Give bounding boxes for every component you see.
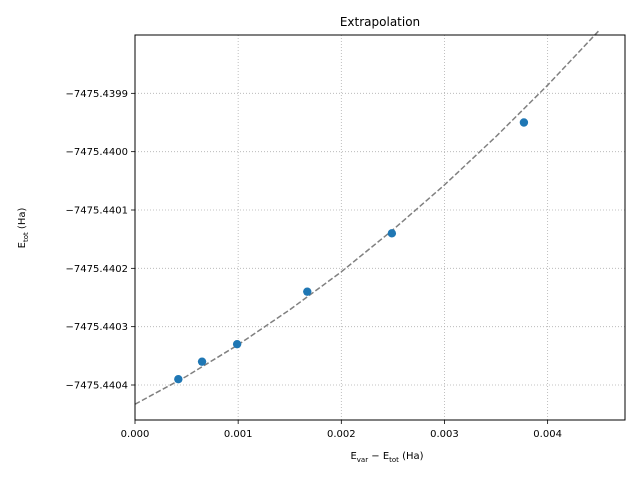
x-label-sub2: tot [389, 456, 399, 464]
x-label-unit: (Ha) [399, 451, 424, 462]
y-axis-ticks: −7475.4404 −7475.4403 −7475.4402 −7475.4401… [66, 89, 135, 392]
x-tick-label: 0.000 [121, 429, 150, 440]
y-tick-label: −7475.4399 [66, 89, 128, 100]
y-tick-label: −7475.4401 [66, 206, 128, 217]
data-point [519, 118, 529, 127]
chart-title: Extrapolation [340, 15, 420, 29]
x-axis-label: Evar − Etot (Ha) [350, 451, 423, 464]
x-tick-label: 0.004 [533, 429, 562, 440]
x-label-sub1: var [357, 456, 368, 464]
y-axis-label: Etot (Ha) [17, 208, 30, 249]
y-label-unit: (Ha) [17, 208, 28, 233]
y-tick-label: −7475.4403 [66, 322, 128, 333]
data-point [232, 339, 242, 349]
x-tick-label: 0.003 [430, 429, 459, 440]
grid [134, 35, 625, 420]
plot-frame [134, 34, 626, 421]
y-tick-label: −7475.4400 [66, 147, 128, 158]
x-tick-label: 0.002 [327, 429, 356, 440]
data-point [303, 287, 312, 296]
data-points-group [174, 118, 529, 384]
y-tick-label: −7475.4404 [66, 381, 128, 392]
data-point [197, 357, 207, 366]
x-label-main: E [350, 451, 356, 462]
data-point [174, 374, 183, 384]
x-axis-ticks: 0.000 0.001 0.002 0.003 0.004 [121, 420, 562, 440]
y-label-sub: tot [22, 232, 30, 242]
x-tick-label: 0.001 [224, 429, 253, 440]
y-tick-label: −7475.4402 [66, 264, 128, 275]
x-label-mid: − E [368, 451, 389, 462]
y-label-main: E [17, 242, 28, 248]
data-point [387, 229, 397, 238]
fit-line [134, 29, 600, 405]
fit-curve-group [134, 29, 600, 405]
